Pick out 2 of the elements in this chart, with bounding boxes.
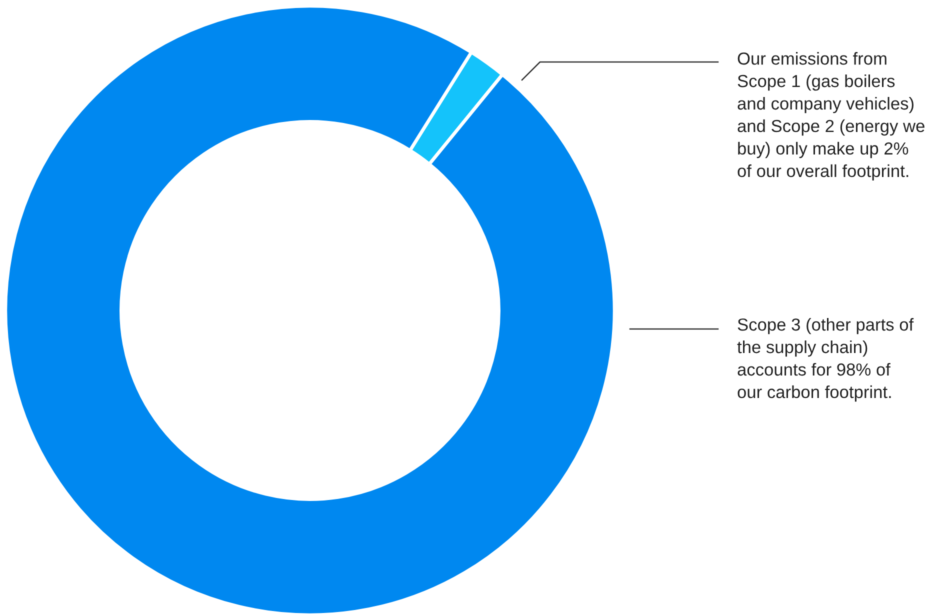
text: Our emissions from Scope 1 (gas boilers and company vehicles) and Scope 2 (energy we buy) only make up 2% of our overall footprint. [738, 52, 924, 181]
text: Scope 3 (other parts of the supply chain) accounts for 98% of our carbon footprint. [737, 318, 914, 402]
